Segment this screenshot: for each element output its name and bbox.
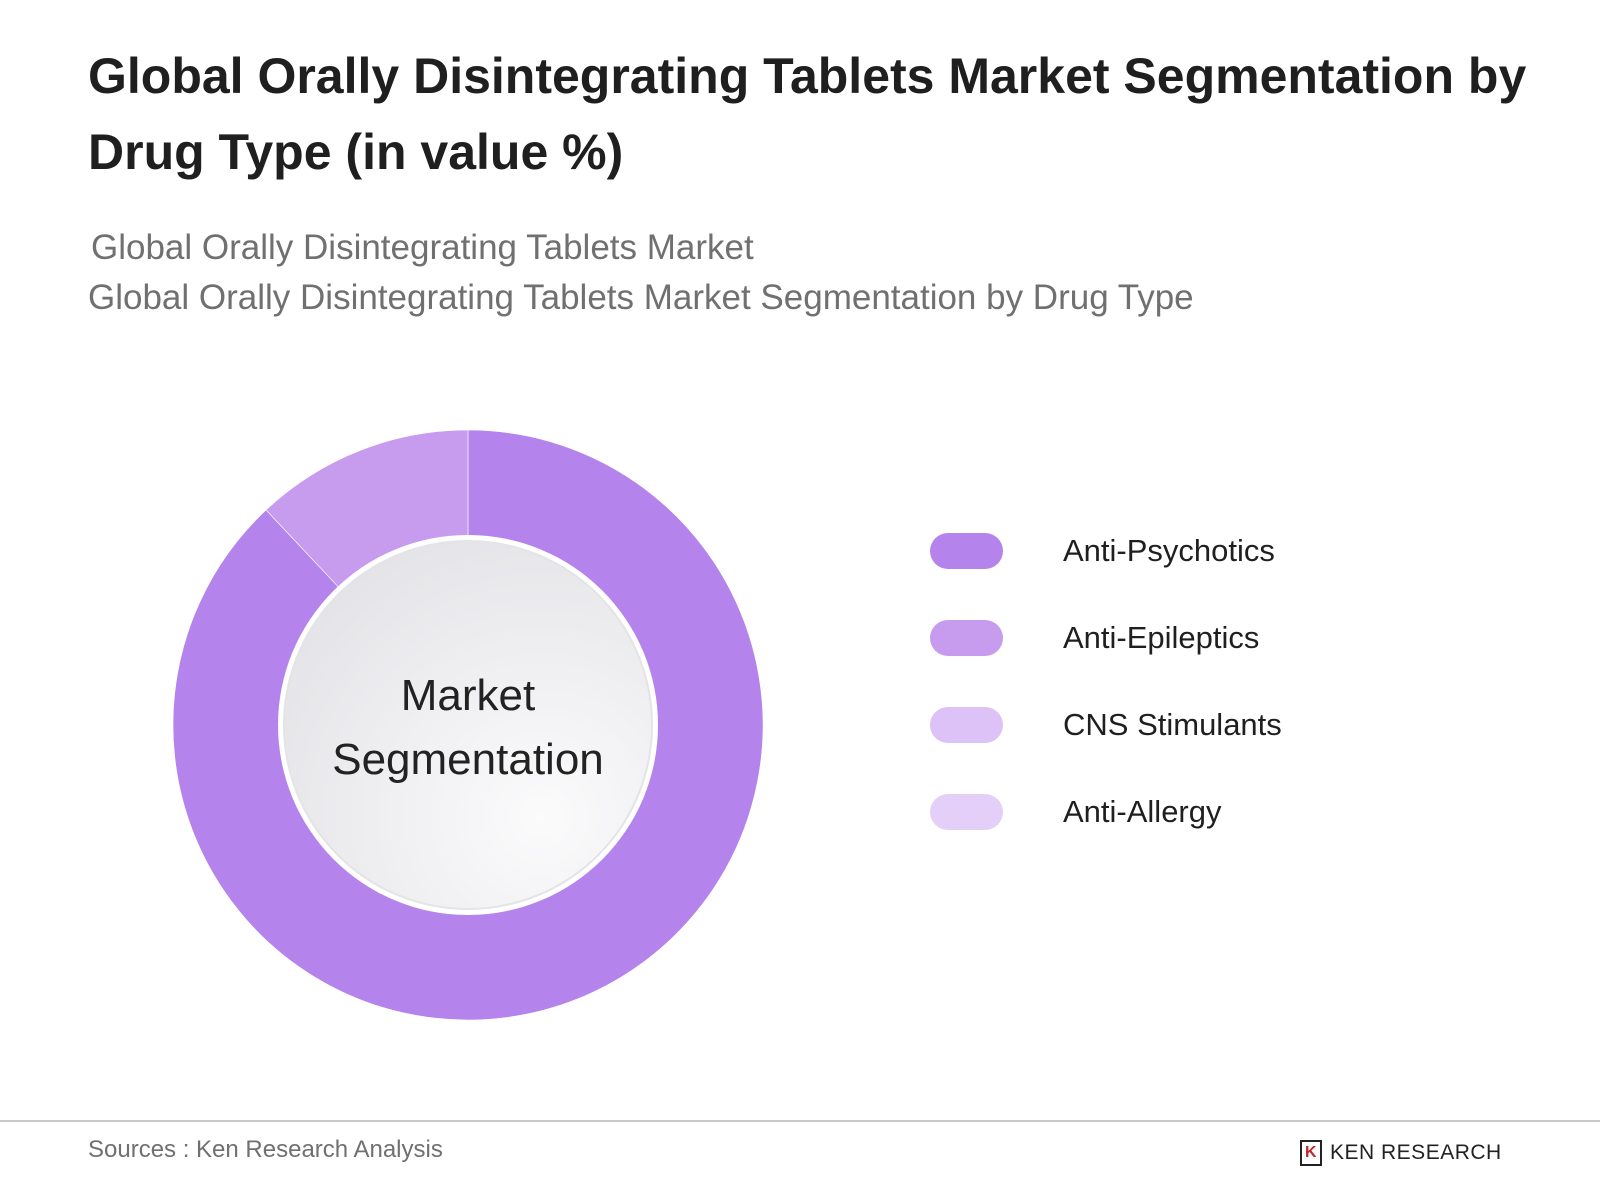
legend-item: Anti-Allergy [930,792,1222,832]
legend-item: Anti-Psychotics [930,531,1275,571]
legend-label: CNS Stimulants [1063,707,1282,742]
donut-hole [283,540,653,910]
footer-divider [0,1120,1600,1122]
legend-item: CNS Stimulants [930,705,1282,745]
ken-research-logo: K KEN RESEARCH [1300,1140,1502,1166]
legend-label: Anti-Psychotics [1063,533,1275,568]
center-label-line: Segmentation [332,735,604,784]
legend-swatch [930,533,1003,569]
legend-item: Anti-Epileptics [930,618,1259,658]
center-label: Market Segmentation [288,664,648,792]
subtitle-market: Global Orally Disintegrating Tablets Mar… [91,228,754,267]
logo-mark-icon: K [1300,1140,1322,1166]
logo-text: KEN RESEARCH [1330,1141,1502,1164]
legend-swatch [930,620,1003,656]
legend-swatch [930,794,1003,830]
center-label-line: Market [400,671,536,720]
legend-label: Anti-Allergy [1063,794,1222,829]
subtitle-segmentation: Global Orally Disintegrating Tablets Mar… [88,278,1194,317]
source-note: Sources : Ken Research Analysis [88,1136,443,1163]
chart-title: Global Orally Disintegrating Tablets Mar… [88,48,1527,180]
legend-swatch [930,707,1003,743]
donut-chart [172,429,764,1021]
legend-label: Anti-Epileptics [1063,620,1260,655]
